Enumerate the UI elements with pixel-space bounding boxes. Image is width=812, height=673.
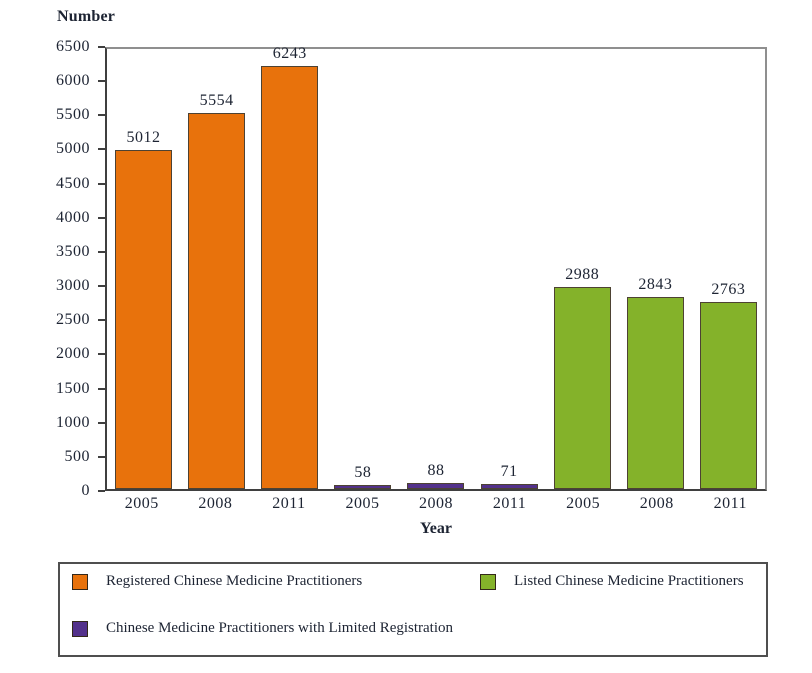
y-tick-mark (98, 80, 105, 83)
y-tick-mark (98, 455, 105, 458)
y-axis: 0 500 1000 1500 2000 2500 3000 3500 4000 4500 5000… (0, 39, 105, 499)
y-tick-mark (98, 387, 105, 390)
y-tick-label: 500 (64, 447, 90, 465)
legend-label-registered: Registered Chinese Medicine Practitioner… (106, 573, 363, 589)
y-tick-mark (98, 285, 105, 288)
bar-slot-limited-2011: 71 (473, 464, 546, 489)
y-tick-label: 6500 (56, 38, 90, 55)
bar-value-label: 2763 (711, 280, 746, 298)
bar-value-label: 88 (427, 462, 445, 480)
x-tick-label: 2011 (492, 495, 527, 512)
bar-value-label: 6243 (272, 45, 307, 63)
legend-label-listed: Listed Chinese Medicine Practitioners (514, 573, 744, 589)
plot-area: 5012 5554 6243 58 88 71 2988 2843 2763 (105, 46, 767, 491)
y-tick-label: 0 (81, 482, 90, 499)
bar-slot-listed-2005: 2988 (546, 265, 619, 489)
legend-item-listed: Listed Chinese Medicine Practitioners (480, 573, 744, 590)
y-tick-label: 6000 (56, 72, 90, 90)
y-axis-title: Number (57, 8, 116, 25)
x-tick-label: 2011 (272, 495, 306, 512)
legend-item-limited: Chinese Medicine Practitioners with Limi… (72, 620, 453, 637)
y-tick-mark (98, 421, 105, 424)
x-tick-label: 2008 (419, 495, 454, 512)
bar-slot-listed-2008: 2843 (619, 275, 692, 489)
bar-listed-2005 (553, 286, 611, 489)
y-tick-label: 5000 (56, 140, 90, 158)
bar-listed-2008 (626, 296, 684, 489)
x-axis-title: Year (420, 520, 452, 537)
y-tick-label: 2500 (56, 311, 90, 329)
legend-item-registered: Registered Chinese Medicine Practitioner… (72, 573, 362, 590)
bar-value-label: 71 (500, 463, 518, 481)
y-tick-mark (98, 353, 105, 356)
bar-value-label: 5554 (199, 92, 234, 110)
bar-value-label: 2988 (565, 265, 600, 283)
y-tick-label: 4000 (56, 208, 90, 226)
bar-limited-2008 (407, 483, 465, 489)
y-tick-mark (98, 250, 105, 253)
y-tick-mark (98, 490, 105, 492)
bar-slot-listed-2011: 2763 (692, 280, 765, 489)
y-tick-label: 1000 (56, 413, 90, 431)
x-tick-label: 2005 (566, 495, 601, 512)
x-tick-label: 2008 (639, 495, 674, 512)
bar-slot-limited-2005: 58 (326, 465, 399, 489)
y-tick-mark (98, 319, 105, 322)
bar-limited-2011 (480, 484, 538, 489)
bar-value-label: 5012 (126, 128, 161, 146)
y-tick-mark (98, 148, 105, 151)
bar-slot-limited-2008: 88 (399, 463, 472, 489)
x-tick-label: 2005 (345, 495, 380, 512)
y-tick-label: 5500 (56, 106, 90, 124)
legend-label-limited: Chinese Medicine Practitioners with Limi… (106, 620, 454, 636)
bar-limited-2005 (334, 485, 392, 489)
legend-box: Registered Chinese Medicine Practitioner… (58, 562, 768, 657)
bar-group-container: 5012 5554 6243 58 88 71 2988 2843 2763 (107, 46, 765, 489)
bar-registered-2008 (188, 113, 246, 489)
x-axis-labels: 2005 2008 2011 2005 2008 2011 2005 2008 2011 (105, 496, 767, 512)
y-tick-label: 4500 (56, 174, 90, 192)
x-tick-label: 2005 (124, 495, 159, 512)
x-tick-label: 2011 (713, 495, 747, 512)
x-tick-label: 2008 (198, 495, 233, 512)
y-tick-mark (98, 182, 105, 185)
y-tick-mark (98, 216, 105, 219)
bar-value-label: 2843 (638, 275, 673, 293)
legend-swatch-listed (480, 573, 496, 590)
y-tick-label: 3000 (56, 277, 90, 295)
y-tick-label: 3500 (56, 242, 90, 260)
y-tick-mark (98, 114, 105, 117)
bar-slot-registered-2005: 5012 (107, 128, 180, 489)
bar-registered-2011 (261, 66, 319, 489)
bar-value-label: 58 (354, 464, 372, 482)
legend-swatch-registered (72, 573, 88, 590)
bar-slot-registered-2008: 5554 (180, 93, 253, 489)
y-tick-label: 2000 (56, 345, 90, 363)
bar-registered-2005 (115, 149, 173, 489)
bar-slot-registered-2011: 6243 (253, 46, 326, 489)
bar-listed-2011 (699, 301, 757, 489)
y-tick-mark (98, 46, 105, 48)
legend-swatch-limited (72, 620, 88, 637)
y-tick-label: 1500 (56, 379, 90, 397)
